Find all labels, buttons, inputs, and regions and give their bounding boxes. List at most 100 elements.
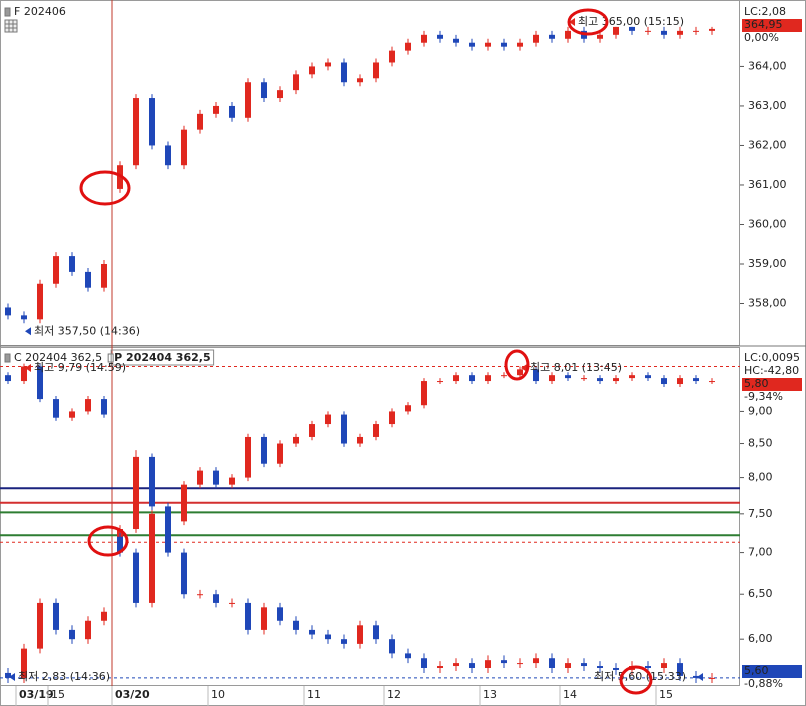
candle-body [149,513,155,603]
candle-body [421,658,427,668]
y-tick-label: 359,00 [748,257,787,270]
candle-body [261,436,267,464]
candle-body [565,30,571,39]
x-tick-label: 12 [387,688,401,701]
candle-body [405,42,411,51]
candle-body [85,271,91,288]
y-tick-label: 364,00 [748,59,787,72]
candle-body [133,456,139,530]
status-label: -0,88% [744,677,783,690]
annotation: 최저 5,60 (15:33) [594,670,686,683]
candle-body [69,256,75,272]
status-label: 0,00% [744,31,779,44]
series-marker [4,353,11,363]
candle-body [677,378,683,385]
candle-body [245,82,251,118]
candle-body [53,602,59,630]
candle-body [645,666,651,668]
candle-body [533,34,539,43]
candle-body [37,602,43,649]
candle-body [501,660,507,664]
series-name: C 202404 362,5 [14,351,102,364]
candle-body [453,38,459,43]
candle-body [581,378,587,380]
candle-body [693,675,699,678]
x-tick-label: 11 [307,688,321,701]
candle-body [341,639,347,644]
candle-body [357,78,363,83]
annotation: 최고 9,79 (14:59) [34,361,126,374]
x-tick-label: 14 [563,688,577,701]
candle-body [629,375,635,379]
candle-body [709,381,715,383]
annotation-arrow [25,364,31,372]
candle-body [709,677,715,679]
highlight-circle [79,170,131,206]
candle-body [501,42,507,47]
candle-body [325,414,331,425]
candle-body [165,145,171,166]
x-tick-label: 10 [211,688,225,701]
candle-body [213,594,219,603]
candle-body [85,620,91,640]
price-tag-box [742,19,802,32]
price-tag-box [742,378,802,391]
annotation: 최저 357,50 (14:36) [34,324,140,337]
candle-body [37,366,43,400]
candle-body [453,375,459,382]
candle-body [309,424,315,437]
y-tick-label: 363,00 [748,99,787,112]
candle-body [101,399,107,415]
candle-body [501,375,507,377]
candle-body [661,663,667,668]
candle-body [597,378,603,382]
candle-body [613,667,619,670]
candle-body [485,42,491,47]
y-tick-label: 7,00 [748,546,773,559]
candle-body [133,98,139,166]
y-tick-label: 362,00 [748,138,787,151]
candle-body [613,378,619,382]
status-label: LC:0,0095 [744,351,800,364]
x-tick-label: 13 [483,688,497,701]
candle-body [549,34,555,39]
candle-body [53,399,59,418]
candle-body [357,625,363,644]
candle-body [309,629,315,635]
highlight-circle [504,349,530,381]
y-tick-label: 8,50 [748,437,773,450]
candle-body [101,611,107,621]
candle-body [389,411,395,425]
highlight-circle [87,525,129,557]
candle-body [69,629,75,640]
candle-body [181,552,187,595]
candle-body [661,378,667,385]
candle-body [341,414,347,444]
candle-body [277,607,283,621]
candle-body [245,602,251,630]
x-tick-label: 15 [659,688,673,701]
price-tag: 5,60 [744,664,769,677]
x-tick-label: 15 [51,688,65,701]
candle-body [677,663,683,676]
candle-body [357,436,363,444]
y-tick-label: 7,50 [748,507,773,520]
candle-body [645,30,651,32]
candle-body [261,82,267,99]
candle-body [309,66,315,75]
candle-body [261,607,267,630]
candle-body [405,405,411,412]
candle-body [437,381,443,383]
candle-body [405,653,411,659]
candle-body [565,375,571,379]
candle-body [277,90,283,99]
candle-body [421,381,427,406]
candle-body [421,34,427,43]
candle-body [677,30,683,35]
y-tick-label: 6,00 [748,632,773,645]
candle-body [373,625,379,640]
candle-body [517,42,523,47]
annotation: 최고 8,01 (13:45) [530,361,622,374]
candle-body [229,602,235,604]
